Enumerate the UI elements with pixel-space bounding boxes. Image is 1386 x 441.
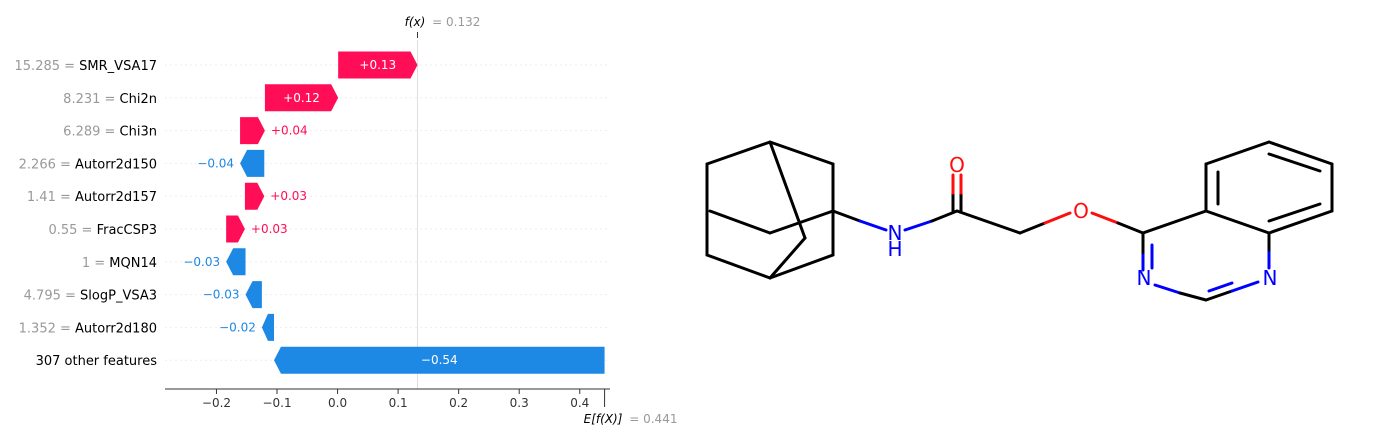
feature-label: 4.795 = SlogP_VSA3 <box>24 289 157 304</box>
feature-labels: +0.13 15.285 = SMR_VSA17 +0.12 8.231 = Chi2… <box>15 58 458 369</box>
feature-label: 307 other features <box>36 354 158 369</box>
feature-name: Chi2n <box>120 92 157 107</box>
row-grid-lines <box>165 64 607 361</box>
x-tick-label: −0.1 <box>262 396 291 410</box>
ex-marker-value: 0.441 <box>643 412 677 426</box>
feature-name: 307 other features <box>36 354 158 369</box>
molecule-structure: O O N H N N <box>705 140 1334 302</box>
x-tick-label: 0.0 <box>328 396 347 410</box>
contribution-bar <box>226 248 246 276</box>
fx-marker-label: f(x) = 0.132 <box>405 15 481 29</box>
adamantane-bonds <box>705 140 835 280</box>
linker-bonds <box>831 173 1145 235</box>
feature-name: SMR_VSA17 <box>79 59 157 74</box>
ex-marker-var: E[f(X)] <box>584 412 623 426</box>
x-axis-ticks: −0.2 −0.1 0.0 0.1 0.2 0.3 0.4 <box>202 389 606 410</box>
feature-label: 2.266 = Autorr2d150 <box>19 157 157 172</box>
ether-oxygen-label: O <box>1073 199 1089 223</box>
x-tick-label: −0.2 <box>202 396 231 410</box>
feature-value: 0.55 = <box>48 223 96 238</box>
contribution-label: −0.54 <box>421 353 458 367</box>
ring-nitrogen-1-label: N <box>1137 266 1152 290</box>
contribution-bar <box>244 182 265 210</box>
x-tick-label: 0.4 <box>570 396 589 410</box>
amide-hydrogen-label: H <box>887 237 902 261</box>
feature-label: 1 = MQN14 <box>82 256 157 271</box>
contribution-label: +0.03 <box>251 222 288 236</box>
amide-nitrogen-label: N <box>888 221 903 245</box>
feature-name: Autorr2d180 <box>75 321 157 336</box>
contribution-bar <box>245 281 262 309</box>
feature-value: 2.266 = <box>19 157 75 172</box>
contribution-label: −0.02 <box>219 320 256 334</box>
x-tick-label: 0.1 <box>389 396 408 410</box>
feature-value: 15.285 = <box>15 59 80 74</box>
feature-label: 8.231 = Chi2n <box>63 92 157 107</box>
contribution-bar <box>273 346 605 374</box>
contribution-label: −0.03 <box>183 255 220 269</box>
feature-name: SlogP_VSA3 <box>80 289 157 304</box>
contribution-bar <box>338 51 418 79</box>
expected-value-label: E[f(X)] = 0.441 <box>584 412 678 426</box>
x-tick-label: 0.2 <box>449 396 468 410</box>
feature-name: FracCSP3 <box>97 223 157 238</box>
feature-value: 4.795 = <box>24 289 80 304</box>
contribution-bar <box>226 215 245 243</box>
feature-value: 6.289 = <box>63 125 119 140</box>
contribution-label: +0.13 <box>359 58 396 72</box>
feature-value: 8.231 = <box>63 92 119 107</box>
feature-name: Autorr2d150 <box>75 157 157 172</box>
contribution-bar <box>264 84 339 112</box>
feature-label: 6.289 = Chi3n <box>63 125 157 140</box>
contribution-bar <box>240 149 265 177</box>
contribution-label: +0.03 <box>270 189 307 203</box>
fx-marker-var: f(x) <box>405 15 426 29</box>
fx-marker-value: 0.132 <box>446 15 480 29</box>
feature-name: Autorr2d157 <box>75 190 157 205</box>
bars <box>226 51 605 374</box>
contribution-label: −0.03 <box>203 288 240 302</box>
ring-nitrogen-2-label: N <box>1263 266 1278 290</box>
feature-label: 15.285 = SMR_VSA17 <box>15 59 157 74</box>
carbonyl-oxygen-label: O <box>949 153 965 177</box>
feature-name: Chi3n <box>120 125 157 140</box>
feature-label: 1.41 = Autorr2d157 <box>27 190 157 205</box>
contribution-bar <box>261 313 274 341</box>
x-tick-label: 0.3 <box>510 396 529 410</box>
contribution-label: −0.04 <box>197 156 234 170</box>
feature-value: 1 = <box>82 256 109 271</box>
feature-value: 1.352 = <box>19 321 75 336</box>
shap-waterfall-chart: +0.13 15.285 = SMR_VSA17 +0.12 8.231 = Chi2… <box>15 15 678 426</box>
contribution-bar <box>240 117 265 145</box>
feature-label: 1.352 = Autorr2d180 <box>19 321 157 336</box>
feature-name: MQN14 <box>109 256 157 271</box>
feature-label: 0.55 = FracCSP3 <box>48 223 157 238</box>
feature-value: 1.41 = <box>27 190 75 205</box>
contribution-label: +0.04 <box>271 124 308 138</box>
contribution-label: +0.12 <box>283 91 320 105</box>
quinazoline-bonds <box>1141 140 1334 302</box>
